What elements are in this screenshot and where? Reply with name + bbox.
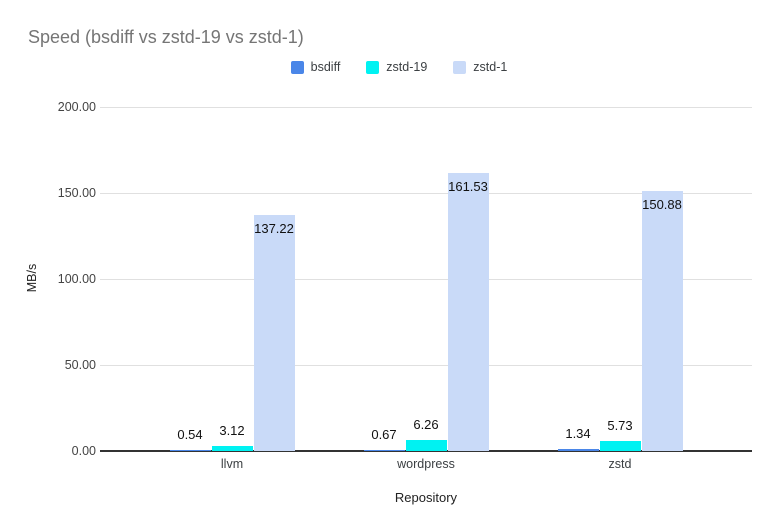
legend-item-zstd-1[interactable]: zstd-1: [453, 60, 507, 74]
bar-value-label: 0.67: [371, 427, 397, 442]
legend-label: bsdiff: [310, 60, 341, 74]
y-tick-label: 50.00: [64, 358, 96, 372]
legend-swatch-zstd-19: [366, 60, 380, 74]
bar-zstd-19-zstd[interactable]: [599, 441, 641, 451]
legend-item-zstd-19[interactable]: zstd-19: [366, 60, 427, 74]
bar-value-label: 0.54: [177, 427, 203, 442]
legend-swatch-bsdiff: [290, 60, 304, 74]
y-tick-label: 200.00: [57, 100, 96, 114]
plot-area: 0.54 3.12 137.22 0.67 6.26 161.53 1.34 5.73 150.…: [100, 106, 752, 452]
legend-label: zstd-1: [473, 60, 508, 74]
bar-value-label: 3.12: [219, 423, 245, 438]
bar-value-label: 6.26: [413, 417, 439, 432]
gridline-200.00: [100, 106, 752, 108]
x-category-label: zstd: [608, 457, 632, 471]
legend: bsdiff zstd-19 zstd-1: [10, 60, 778, 74]
x-category-label: llvm: [220, 457, 244, 471]
legend-item-bsdiff[interactable]: bsdiff: [290, 60, 341, 74]
gridline-100.00: [100, 278, 752, 280]
bar-value-label: 161.53: [448, 179, 488, 194]
bar-bsdiff-wordpress[interactable]: [363, 450, 405, 451]
gridline-150.00: [100, 192, 752, 194]
y-tick-label: 0.00: [71, 444, 96, 458]
chart-title: Speed (bsdiff vs zstd-19 vs zstd-1): [28, 27, 304, 47]
y-tick-label: 100.00: [57, 272, 96, 286]
gridline-50.00: [100, 364, 752, 366]
y-tick-label: 150.00: [57, 186, 96, 200]
bar-zstd-1-llvm[interactable]: [253, 215, 295, 451]
bar-zstd-1-zstd[interactable]: [641, 191, 683, 451]
bar-value-label: 1.34: [565, 426, 591, 441]
bar-bsdiff-zstd[interactable]: [557, 449, 599, 451]
legend-label: zstd-19: [386, 60, 428, 74]
bar-zstd-1-wordpress[interactable]: [447, 173, 489, 451]
bar-value-label: 150.88: [642, 197, 682, 212]
bar-value-label: 5.73: [607, 418, 633, 433]
bar-zstd-19-wordpress[interactable]: [405, 440, 447, 451]
x-axis-title: Repository: [394, 490, 458, 505]
bar-value-label: 137.22: [254, 221, 294, 236]
x-category-label: wordpress: [397, 457, 455, 471]
bar-bsdiff-llvm[interactable]: [169, 450, 211, 451]
x-axis-line: [100, 450, 752, 452]
bar-zstd-19-llvm[interactable]: [211, 446, 253, 451]
legend-swatch-zstd-1: [453, 60, 467, 74]
